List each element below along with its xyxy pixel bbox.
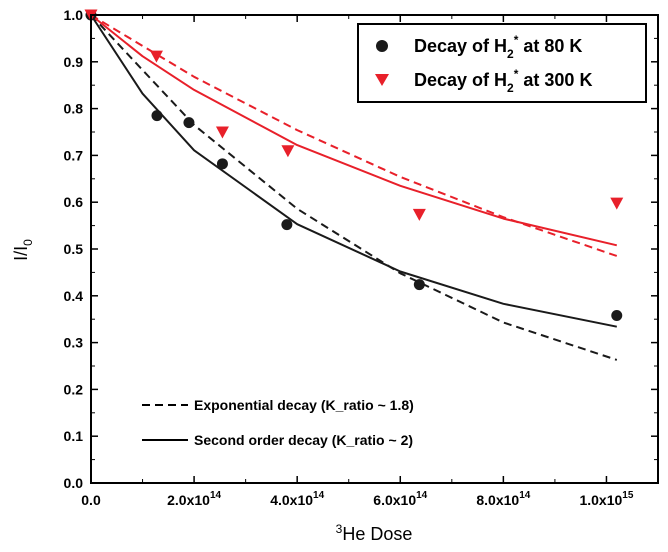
legend: Decay of H2* at 80 K Decay of H2* at 300… — [357, 23, 647, 103]
x-tick-exponent: 14 — [416, 490, 428, 501]
x-tick-mantissa: 0.0 — [81, 492, 101, 508]
y-tick-label: 0.7 — [64, 147, 84, 163]
x-tick-exponent: 14 — [313, 490, 325, 501]
legend-label-300k-post: at 300 K — [518, 70, 592, 90]
legend-label-80k-pre: Decay of H — [414, 36, 507, 56]
y-axis-label-main: I/I — [11, 246, 31, 261]
x-axis-label: 3He Dose — [336, 522, 413, 544]
line-legend-exponential-label: Exponential decay (K_ratio ~ 1.8) — [194, 397, 414, 413]
y-axis-label: I/I0 — [11, 239, 35, 261]
y-tick-label: 0.9 — [64, 54, 84, 70]
legend-label-80k-sup: * — [514, 33, 519, 47]
line-legend-second-order-label: Second order decay (K_ratio ~ 2) — [194, 432, 413, 448]
fit-curve-second-order-series-1 — [90, 14, 618, 247]
x-tick-mantissa: 2.0x10 — [167, 492, 210, 508]
y-tick-label: 0.6 — [64, 194, 84, 210]
legend-marker-80k — [376, 40, 388, 52]
axis-ticks: 0.0 0.1 0.2 0.3 0.4 0.5 0.6 0.7 0.8 0.9 1.0 0.0 2.0x… — [64, 7, 658, 508]
x-tick-mantissa: 6.0x10 — [373, 492, 416, 508]
y-tick-label: 0.5 — [64, 241, 84, 257]
fit-curve-exponential-series-0 — [90, 14, 618, 361]
legend-label-300k-pre: Decay of H — [414, 70, 507, 90]
x-tick-mantissa: 4.0x10 — [270, 492, 313, 508]
x-tick-label: 2.0x1014 — [167, 490, 221, 508]
data-point-series-0-2 — [183, 117, 195, 129]
y-tick-label: 0.4 — [64, 288, 84, 304]
x-tick-mantissa: 8.0x10 — [476, 492, 519, 508]
x-tick-label: 0.0 — [81, 492, 101, 508]
x-tick-exponent: 14 — [519, 490, 531, 501]
x-axis-label-main: He Dose — [342, 524, 412, 544]
x-tick-label: 8.0x1014 — [476, 490, 530, 508]
legend-box — [357, 23, 647, 103]
x-tick-label: 1.0x1015 — [579, 490, 633, 508]
x-tick-label: 6.0x1014 — [373, 490, 427, 508]
y-tick-label: 0.1 — [64, 428, 84, 444]
x-tick-exponent: 14 — [210, 490, 222, 501]
data-point-series-0-4 — [281, 219, 293, 231]
line-legend: Exponential decay (K_ratio ~ 1.8) Second… — [142, 397, 414, 448]
legend-marker-300k — [375, 74, 389, 86]
fit-curve-exponential-series-1 — [90, 14, 618, 257]
y-tick-label: 1.0 — [64, 7, 84, 23]
data-point-series-0-1 — [151, 110, 163, 122]
fit-curves — [90, 14, 618, 361]
legend-label-80k: Decay of H2* at 80 K — [414, 33, 582, 61]
x-tick-exponent: 15 — [622, 490, 634, 501]
y-tick-label: 0.0 — [64, 475, 84, 491]
legend-label-300k-sup: * — [514, 67, 519, 81]
data-point-series-1-4 — [412, 208, 426, 221]
fit-curve-second-order-series-0 — [90, 14, 617, 328]
legend-label-300k: Decay of H2* at 300 K — [414, 67, 592, 95]
x-tick-mantissa: 1.0x10 — [579, 492, 622, 508]
data-point-series-0-5 — [413, 279, 425, 291]
y-tick-label: 0.8 — [64, 101, 84, 117]
data-point-series-0-6 — [611, 309, 623, 321]
y-tick-label: 0.2 — [64, 381, 84, 397]
data-point-series-1-1 — [149, 50, 163, 63]
data-point-series-1-3 — [281, 145, 295, 158]
legend-label-80k-post: at 80 K — [518, 36, 582, 56]
legend-label-300k-sub: 2 — [507, 81, 514, 95]
x-axis-label-prefix: 3 — [336, 522, 343, 536]
data-point-series-1-5 — [610, 197, 624, 210]
legend-label-80k-sub: 2 — [507, 47, 514, 61]
data-point-series-0-3 — [216, 158, 228, 170]
data-point-series-1-2 — [215, 126, 229, 139]
x-tick-label: 4.0x1014 — [270, 490, 324, 508]
y-axis-label-sub: 0 — [21, 239, 35, 246]
y-tick-label: 0.3 — [64, 335, 84, 351]
data-markers — [84, 9, 624, 321]
